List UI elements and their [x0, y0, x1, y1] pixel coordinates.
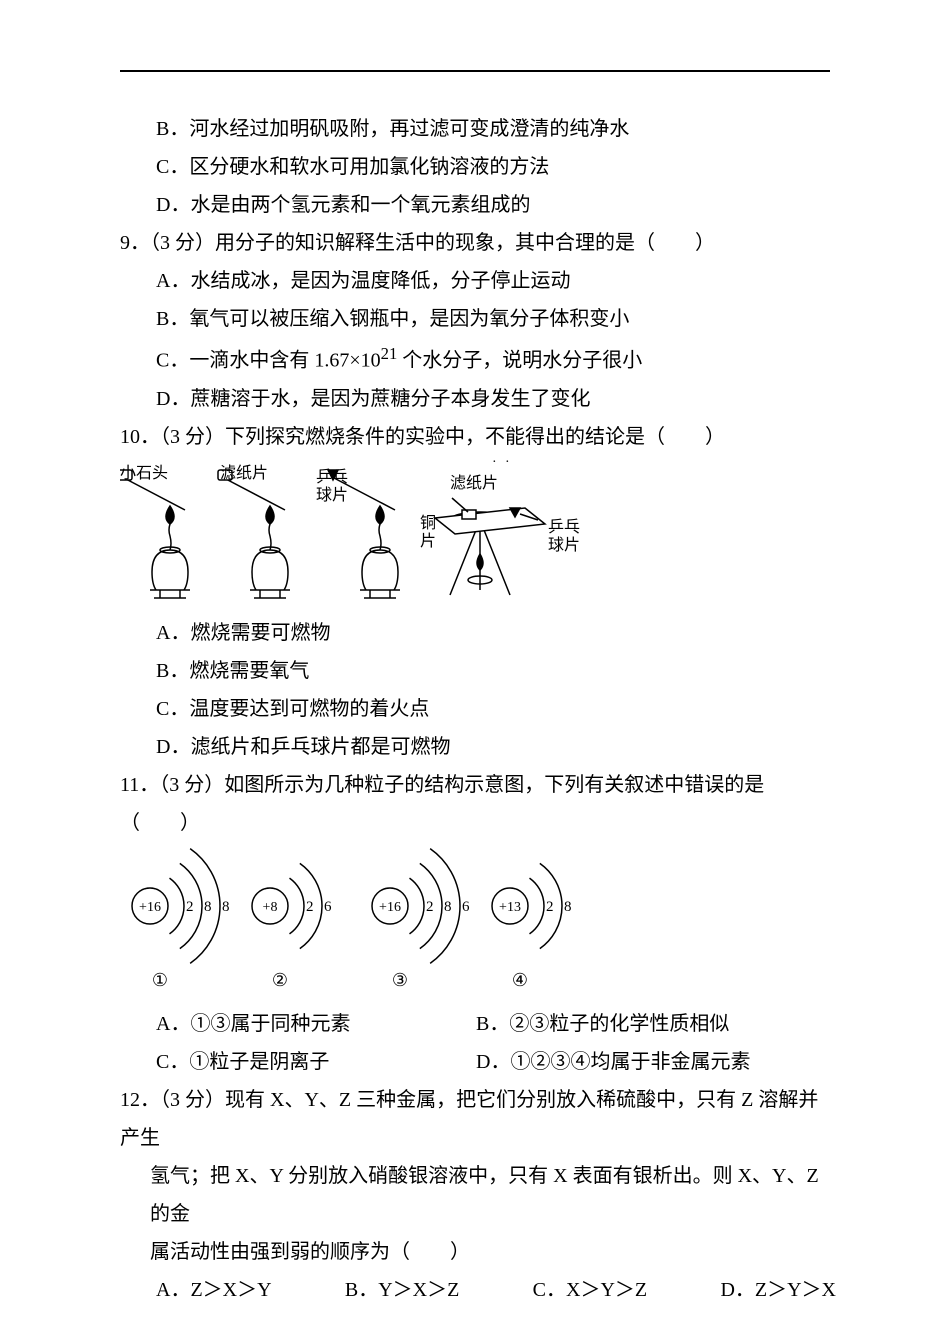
q10-option-b: B．燃烧需要氧气	[120, 652, 830, 690]
q9-stem: 9．（3 分）用分子的知识解释生活中的现象，其中合理的是（ ）	[120, 224, 830, 262]
q10-option-a: A．燃烧需要可燃物	[120, 614, 830, 652]
q11-stem: 11．（3 分）如图所示为几种粒子的结构示意图，下列有关叙述中错误的是（ ）	[120, 766, 830, 842]
svg-text:2: 2	[426, 899, 434, 915]
q10-figure: 小石头 滤纸片	[120, 460, 830, 610]
q9-option-c: C．一滴水中含有 1.67×1021 个水分子，说明水分子很小	[120, 338, 830, 380]
svg-text:+8: +8	[263, 900, 278, 915]
q10-stem-prefix: 10．（3 分）下列探究燃烧条件的实验中，	[120, 426, 485, 448]
q12-stem2: 氢气；把 X、Y 分别放入硝酸银溶液中，只有 X 表面有银析出。则 X、Y、Z …	[120, 1157, 830, 1233]
q9-c-exp: 21	[381, 344, 398, 363]
q10-stem: 10．（3 分）下列探究燃烧条件的实验中，不能得出的结论是（ ）	[120, 418, 830, 456]
svg-text:8: 8	[204, 899, 212, 915]
q12-options-row: A．Z＞X＞Y B．Y＞X＞Z C．X＞Y＞Z D．Z＞Y＞X	[120, 1271, 836, 1309]
q9-option-b: B．氧气可以被压缩入钢瓶中，是因为氧分子体积变小	[120, 300, 830, 338]
q11-option-c: C．①粒子是阴离子	[156, 1043, 476, 1081]
svg-text:③: ③	[392, 970, 408, 990]
svg-text:6: 6	[462, 899, 470, 915]
q8-option-c: C．区分硬水和软水可用加氯化钠溶液的方法	[120, 148, 830, 186]
svg-text:①: ①	[152, 970, 168, 990]
q11-figure-svg: +16288①+826②+16286③+1328④	[120, 846, 600, 1001]
svg-text:2: 2	[186, 899, 194, 915]
q10-figure-svg: 小石头 滤纸片	[120, 460, 590, 610]
q12-stem1: 12．（3 分）现有 X、Y、Z 三种金属，把它们分别放入稀硫酸中，只有 Z 溶…	[120, 1081, 830, 1157]
q11-options-row2: C．①粒子是阴离子 D．①②③④均属于非金属元素	[120, 1043, 830, 1081]
q9-c-prefix: C．一滴水中含有 1.67×10	[156, 350, 381, 372]
svg-text:8: 8	[444, 899, 452, 915]
q10-label-pp2: 球片	[316, 486, 348, 504]
svg-text:+16: +16	[139, 900, 161, 915]
q12-stem3: 属活动性由强到弱的顺序为（ ）	[120, 1233, 830, 1271]
svg-text:④: ④	[512, 970, 528, 990]
svg-text:8: 8	[222, 899, 230, 915]
q10-label-pp3: 乒乓	[548, 518, 580, 536]
q10-label-cu2: 片	[420, 532, 436, 550]
svg-text:+13: +13	[499, 900, 521, 915]
q11-option-b: B．②③粒子的化学性质相似	[476, 1005, 729, 1043]
svg-text:6: 6	[324, 899, 332, 915]
svg-text:②: ②	[272, 970, 288, 990]
q10-label-pp1: 乒乓	[316, 468, 348, 486]
q10-option-c: C．温度要达到可燃物的着火点	[120, 690, 830, 728]
svg-text:2: 2	[546, 899, 554, 915]
q10-label-stone: 小石头	[120, 464, 168, 482]
q11-figure: +16288①+826②+16286③+1328④	[120, 846, 830, 1001]
q12-option-a: A．Z＞X＞Y	[156, 1271, 272, 1309]
q11-options-row1: A．①③属于同种元素 B．②③粒子的化学性质相似	[120, 1005, 830, 1043]
q12-option-b: B．Y＞X＞Z	[345, 1271, 459, 1309]
q10-label-pp4: 球片	[548, 536, 580, 554]
q9-option-d: D．蔗糖溶于水，是因为蔗糖分子本身发生了变化	[120, 380, 830, 418]
q8-option-b: B．河水经过加明矾吸附，再过滤可变成澄清的纯净水	[120, 110, 830, 148]
q11-option-d: D．①②③④均属于非金属元素	[476, 1043, 750, 1081]
q8-option-d: D．水是由两个氢元素和一个氧元素组成的	[120, 186, 830, 224]
q12-option-d: D．Z＞Y＞X	[720, 1271, 836, 1309]
q10-option-d: D．滤纸片和乒乓球片都是可燃物	[120, 728, 830, 766]
q10-stem-suffix: 得出的结论是（ ）	[525, 426, 725, 448]
header-rule	[120, 70, 830, 72]
page-content: B．河水经过加明矾吸附，再过滤可变成澄清的纯净水 C．区分硬水和软水可用加氯化钠…	[120, 110, 830, 1309]
q10-label-paper: 滤纸片	[220, 464, 268, 482]
q10-label-cu1: 铜	[420, 514, 436, 532]
q12-option-c: C．X＞Y＞Z	[533, 1271, 647, 1309]
svg-text:2: 2	[306, 899, 314, 915]
q10-label-paper2: 滤纸片	[450, 474, 498, 492]
q10-stem-emph: 不能	[485, 418, 525, 456]
q9-option-a: A．水结成冰，是因为温度降低，分子停止运动	[120, 262, 830, 300]
svg-text:+16: +16	[379, 900, 401, 915]
q9-c-suffix: 个水分子，说明水分子很小	[397, 350, 642, 372]
svg-text:8: 8	[564, 899, 572, 915]
q11-option-a: A．①③属于同种元素	[156, 1005, 476, 1043]
